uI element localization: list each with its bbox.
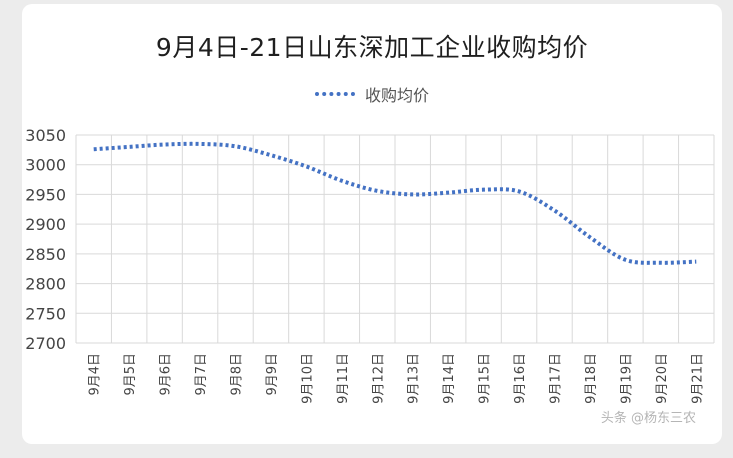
series-line: [93, 141, 697, 265]
x-tick-label: 9月8日: [230, 353, 245, 396]
watermark: 头条 @杨东三农: [600, 411, 696, 426]
x-tick-label: 9月13日: [407, 353, 422, 404]
x-tick-label: 9月4日: [88, 353, 103, 396]
x-tick-label: 9月9日: [265, 353, 280, 396]
y-tick-label: 3000: [25, 156, 66, 175]
y-tick-label: 2900: [25, 215, 66, 234]
y-tick-label: 2750: [25, 304, 66, 323]
y-tick-label: 3050: [25, 126, 66, 145]
x-tick-label: 9月21日: [690, 353, 705, 404]
legend-swatch: [314, 92, 355, 96]
y-tick-label: 2800: [25, 275, 66, 294]
x-tick-label: 9月12日: [371, 353, 386, 404]
y-tick-label: 2700: [25, 334, 66, 353]
x-tick-label: 9月15日: [478, 353, 493, 404]
x-tick-label: 9月19日: [619, 353, 634, 404]
x-tick-label: 9月16日: [513, 353, 528, 404]
x-tick-label: 9月20日: [655, 353, 670, 404]
x-tick-label: 9月18日: [584, 353, 599, 404]
chart-title: 9月4日-21日山东深加工企业收购均价: [155, 33, 589, 62]
y-tick-label: 2850: [25, 245, 66, 264]
x-tick-label: 9月10日: [300, 353, 315, 404]
x-tick-label: 9月14日: [442, 353, 457, 404]
x-tick-label: 9月11日: [336, 353, 351, 404]
x-tick-label: 9月17日: [549, 353, 564, 404]
x-tick-label: 9月5日: [123, 353, 138, 396]
legend: 收购均价: [22, 82, 722, 106]
y-tick-label: 2950: [25, 185, 66, 204]
x-tick-label: 9月6日: [159, 353, 174, 396]
legend-label: 收购均价: [364, 86, 429, 105]
x-tick-label: 9月7日: [194, 353, 209, 396]
